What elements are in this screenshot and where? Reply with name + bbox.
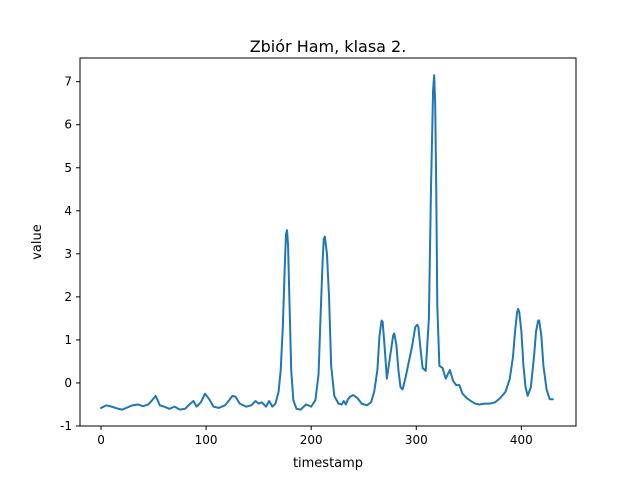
series-line (100, 74, 554, 411)
y-tick-label: 5 (64, 161, 72, 175)
y-tick-label: 6 (64, 118, 72, 132)
chart-title: Zbiór Ham, klasa 2. (250, 37, 407, 56)
plot-frame (79, 57, 577, 427)
y-tick-label: 0 (64, 376, 72, 390)
x-tick-label: 300 (405, 433, 428, 447)
y-tick-label: 1 (64, 333, 72, 347)
x-tick-label: 100 (195, 433, 218, 447)
x-tick-label: 0 (97, 433, 105, 447)
x-axis-label: timestamp (293, 456, 363, 471)
plot-area (100, 74, 554, 411)
x-tick-label: 200 (300, 433, 323, 447)
x-tick-label: 400 (510, 433, 533, 447)
y-tick-label: 3 (64, 247, 72, 261)
y-tick-label: -1 (60, 419, 72, 433)
y-axis-label: value (30, 224, 45, 260)
y-tick-label: 4 (64, 204, 72, 218)
y-tick-label: 7 (64, 75, 72, 89)
axis-ticks: 0 100 200 300 400 -1 0 1 2 3 4 5 6 7 (60, 75, 533, 447)
y-tick-label: 2 (64, 290, 72, 304)
